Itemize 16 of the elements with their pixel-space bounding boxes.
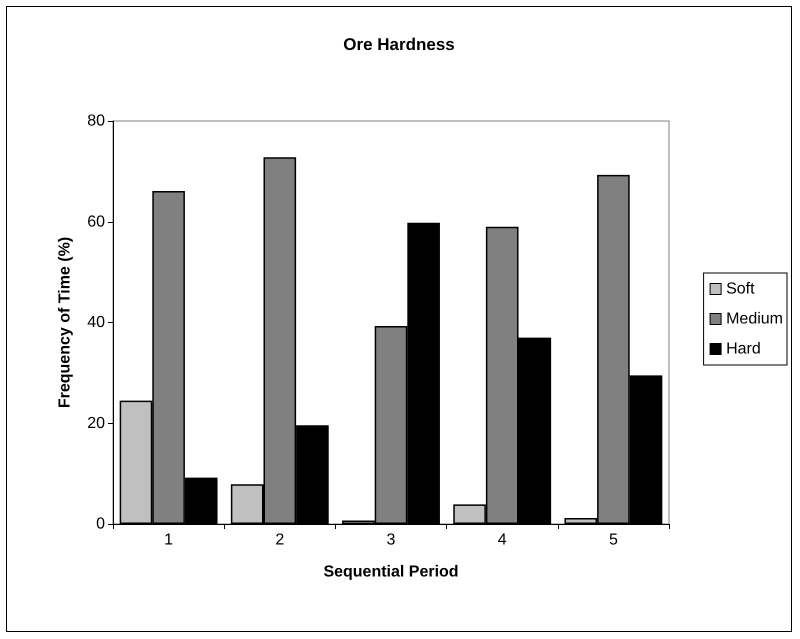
x-tick-label: 3 (386, 532, 396, 548)
legend-label: Medium (726, 310, 783, 328)
x-tick-label: 4 (498, 532, 507, 548)
x-tick-label: 2 (275, 532, 284, 548)
y-tick-label: 0 (96, 516, 106, 532)
y-tick-label: 20 (87, 414, 106, 432)
y-tick-label: 60 (87, 213, 106, 230)
x-tick-label: 5 (608, 532, 618, 548)
chart-title: Ore Hardness (343, 35, 455, 54)
y-tick-label: 40 (87, 314, 106, 331)
y-axis-title: Frequency of Time (%) (56, 236, 74, 408)
legend-label: Soft (726, 280, 756, 298)
y-tick-label: 80 (87, 112, 106, 130)
x-axis-title: Sequential Period (323, 564, 459, 580)
legend-label: Hard (726, 340, 761, 358)
x-tick-label: 1 (164, 532, 174, 548)
